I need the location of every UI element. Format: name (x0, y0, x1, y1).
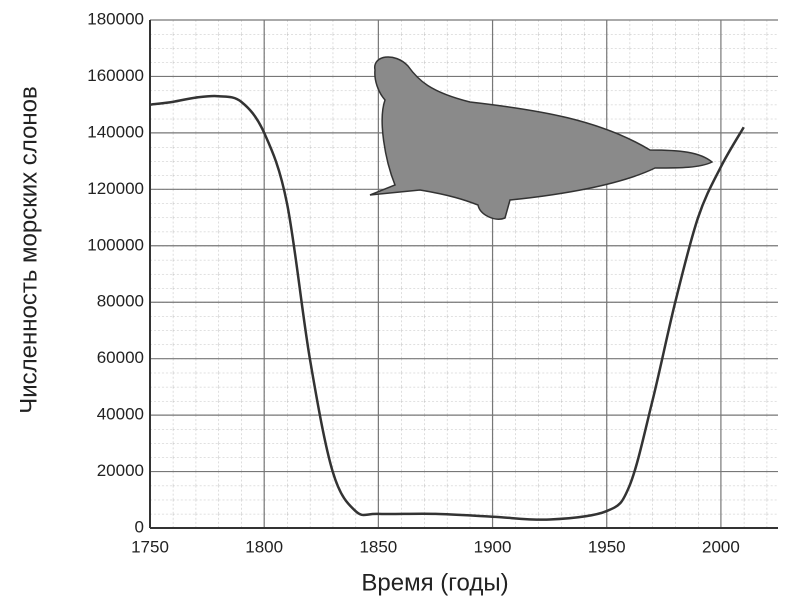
y-tick-label: 0 (135, 517, 144, 536)
y-tick-label: 120000 (87, 179, 144, 198)
y-tick-label: 140000 (87, 122, 144, 141)
y-tick-label: 160000 (87, 66, 144, 85)
y-tick-label: 180000 (87, 9, 144, 28)
x-tick-label: 2000 (702, 537, 740, 556)
seal-illustration (369, 56, 714, 220)
y-tick-label: 20000 (97, 461, 144, 480)
x-tick-label: 1850 (359, 537, 397, 556)
y-axis-label: Численность морских слонов (15, 86, 42, 414)
y-tick-label: 40000 (97, 405, 144, 424)
x-tick-label: 1950 (588, 537, 626, 556)
x-tick-label: 1750 (131, 537, 169, 556)
y-tick-label: 80000 (97, 292, 144, 311)
y-tick-label: 60000 (97, 348, 144, 367)
population-line (149, 94, 745, 521)
x-tick-label: 1800 (245, 537, 283, 556)
x-tick-label: 1900 (474, 537, 512, 556)
minor-grid (150, 20, 778, 528)
y-tick-label: 100000 (87, 235, 144, 254)
x-axis-label: Время (годы) (361, 569, 508, 596)
